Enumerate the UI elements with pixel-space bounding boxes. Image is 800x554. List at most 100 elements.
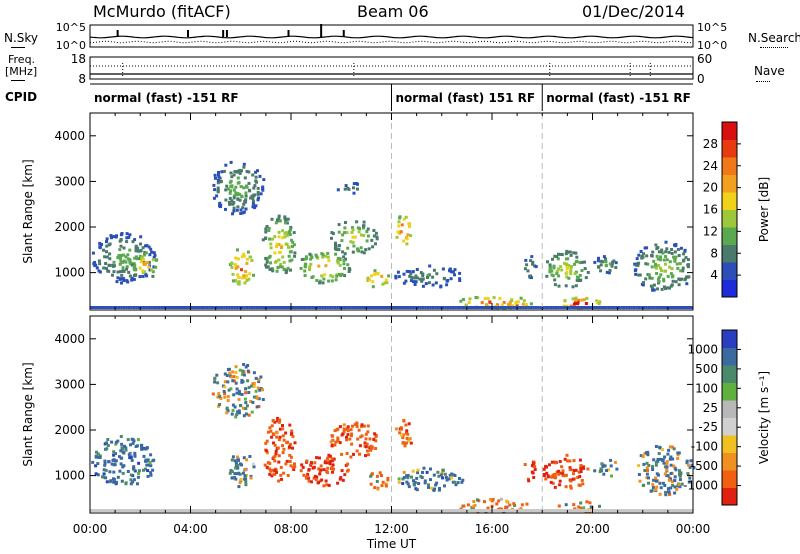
- y-tick-label: 4000: [54, 129, 85, 143]
- echo-cell: [261, 238, 265, 242]
- echo-cell: [154, 265, 158, 269]
- echo-cell: [237, 471, 241, 475]
- echo-cell: [524, 303, 528, 306]
- echo-cell: [673, 475, 677, 479]
- echo-cell: [349, 455, 353, 459]
- ground-scatter-cell: [92, 306, 96, 309]
- ground-scatter-cell: [185, 509, 189, 512]
- echo-cell: [386, 478, 390, 482]
- echo-cell: [225, 374, 229, 377]
- ground-scatter-cell: [529, 509, 533, 512]
- echo-cell: [91, 460, 95, 464]
- echo-cell: [242, 254, 246, 258]
- echo-cell: [345, 427, 349, 431]
- echo-cell: [363, 441, 367, 445]
- echo-cell: [553, 476, 557, 479]
- echo-cell: [650, 286, 654, 290]
- echo-cell: [122, 277, 126, 281]
- ground-scatter-cell: [527, 306, 530, 309]
- echo-cell: [277, 420, 281, 424]
- echo-cell: [657, 250, 661, 254]
- echo-cell: [112, 453, 116, 457]
- echo-cell: [525, 502, 529, 506]
- echo-cell: [648, 276, 652, 280]
- ground-scatter-cell: [107, 306, 111, 309]
- echo-cell: [270, 474, 274, 478]
- ground-scatter-cell: [318, 306, 322, 309]
- echo-cell: [676, 457, 680, 460]
- echo-cell: [575, 255, 579, 259]
- echo-cell: [116, 270, 120, 274]
- echo-cell: [242, 252, 246, 256]
- echo-cell: [245, 404, 249, 408]
- power-colorbar-swatch: [722, 209, 737, 228]
- echo-cell: [235, 387, 239, 391]
- echo-cell: [340, 272, 344, 276]
- echo-cell: [370, 274, 373, 278]
- echo-cell: [458, 271, 462, 275]
- echo-cell: [125, 240, 129, 244]
- ground-scatter-cell: [600, 509, 603, 512]
- echo-cell: [340, 469, 344, 473]
- echo-cell: [467, 301, 471, 304]
- ground-scatter-cell: [592, 509, 596, 512]
- ground-scatter-cell: [165, 509, 168, 512]
- ground-scatter-cell: [376, 509, 380, 512]
- echo-cell: [334, 252, 338, 256]
- power-colorbar-swatch: [722, 227, 737, 245]
- echo-cell: [336, 256, 340, 260]
- echo-cell: [375, 237, 379, 241]
- echo-cell: [286, 217, 290, 221]
- echo-cell: [261, 188, 265, 192]
- echo-cell: [670, 267, 674, 271]
- echo-cell: [577, 470, 581, 474]
- ground-scatter-cell: [494, 306, 498, 309]
- echo-cell: [226, 368, 230, 372]
- echo-cell: [663, 262, 667, 266]
- ground-scatter-cell: [589, 509, 593, 512]
- ground-scatter-cell: [265, 306, 269, 309]
- ground-scatter-cell: [97, 306, 101, 309]
- echo-cell: [559, 252, 563, 256]
- ground-scatter-cell: [587, 509, 591, 512]
- echo-cell: [289, 455, 293, 459]
- echo-cell: [139, 443, 143, 447]
- echo-cell: [224, 188, 228, 192]
- ground-scatter-cell: [255, 509, 259, 512]
- echo-cell: [343, 473, 347, 477]
- ground-scatter-cell: [672, 306, 676, 309]
- echo-cell: [375, 235, 379, 239]
- echo-cell: [683, 278, 687, 282]
- echo-cell: [261, 388, 264, 392]
- ground-scatter-cell: [306, 509, 309, 512]
- echo-cell: [447, 477, 451, 481]
- echo-cell: [282, 438, 286, 442]
- echo-cell: [118, 262, 122, 266]
- ground-scatter-cell: [303, 306, 307, 309]
- echo-cell: [577, 298, 581, 302]
- ground-scatter-cell: [411, 306, 415, 309]
- echo-cell: [105, 447, 109, 451]
- echo-cell: [432, 473, 436, 477]
- echo-cell: [248, 189, 252, 193]
- echo-cell: [410, 276, 414, 279]
- ground-scatter-cell: [584, 509, 588, 512]
- echo-cell: [358, 452, 361, 456]
- y-axis-label: Slant Range [km]: [21, 159, 35, 263]
- echo-cell: [104, 262, 108, 265]
- echo-cell: [614, 261, 618, 265]
- echo-cell: [288, 445, 291, 449]
- echo-cell: [605, 469, 608, 472]
- ground-scatter-cell: [444, 306, 447, 309]
- echo-cell: [406, 476, 410, 480]
- echo-cell: [268, 472, 272, 476]
- power-colorbar-swatch: [722, 122, 737, 140]
- echo-cell: [374, 242, 377, 246]
- echo-cell: [131, 263, 134, 267]
- echo-cell: [422, 466, 426, 470]
- echo-cell: [247, 170, 251, 174]
- ground-scatter-cell: [434, 306, 437, 309]
- echo-cell: [346, 462, 350, 466]
- echo-cell: [299, 469, 303, 473]
